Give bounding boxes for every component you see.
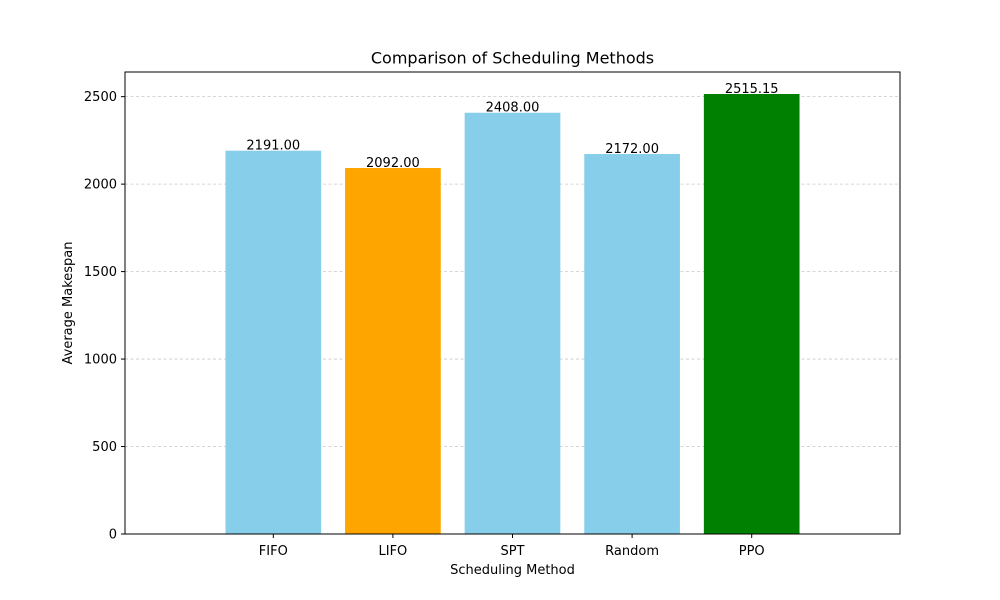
data-label-spt: 2408.00 [486, 101, 540, 116]
bars [225, 93, 800, 535]
data-label-fifo: 2191.00 [246, 139, 300, 154]
x-tick-label: LIFO [379, 544, 408, 559]
bar-random [584, 154, 680, 534]
y-tick-label: 1500 [84, 265, 117, 280]
y-tick-label: 2500 [84, 90, 117, 105]
x-axis-ticks: FIFO LIFO SPT Random PPO [259, 534, 765, 559]
bar-fifo [225, 150, 322, 534]
bar-lifo [345, 168, 441, 534]
x-tick-label: PPO [739, 544, 765, 559]
y-tick-label: 0 [109, 528, 117, 543]
chart-title: Comparison of Scheduling Methods [371, 49, 654, 68]
y-tick-label: 2000 [84, 178, 117, 193]
x-tick-label: Random [605, 544, 659, 559]
bar-spt [464, 112, 561, 535]
x-tick-label: SPT [500, 544, 524, 559]
data-label-random: 2172.00 [605, 142, 659, 157]
data-labels: 2191.00 2092.00 2408.00 2172.00 2515.15 [246, 82, 778, 171]
y-axis-label: Average Makespan [61, 242, 76, 365]
x-axis-label: Scheduling Method [450, 563, 575, 578]
bar-ppo [703, 93, 800, 534]
y-tick-label: 500 [92, 440, 117, 455]
y-axis-ticks: 0 500 1000 1500 2000 2500 [84, 90, 125, 543]
x-tick-label: FIFO [259, 544, 288, 559]
data-label-lifo: 2092.00 [366, 156, 420, 171]
data-label-ppo: 2515.15 [725, 82, 779, 97]
y-tick-label: 1000 [84, 353, 117, 368]
